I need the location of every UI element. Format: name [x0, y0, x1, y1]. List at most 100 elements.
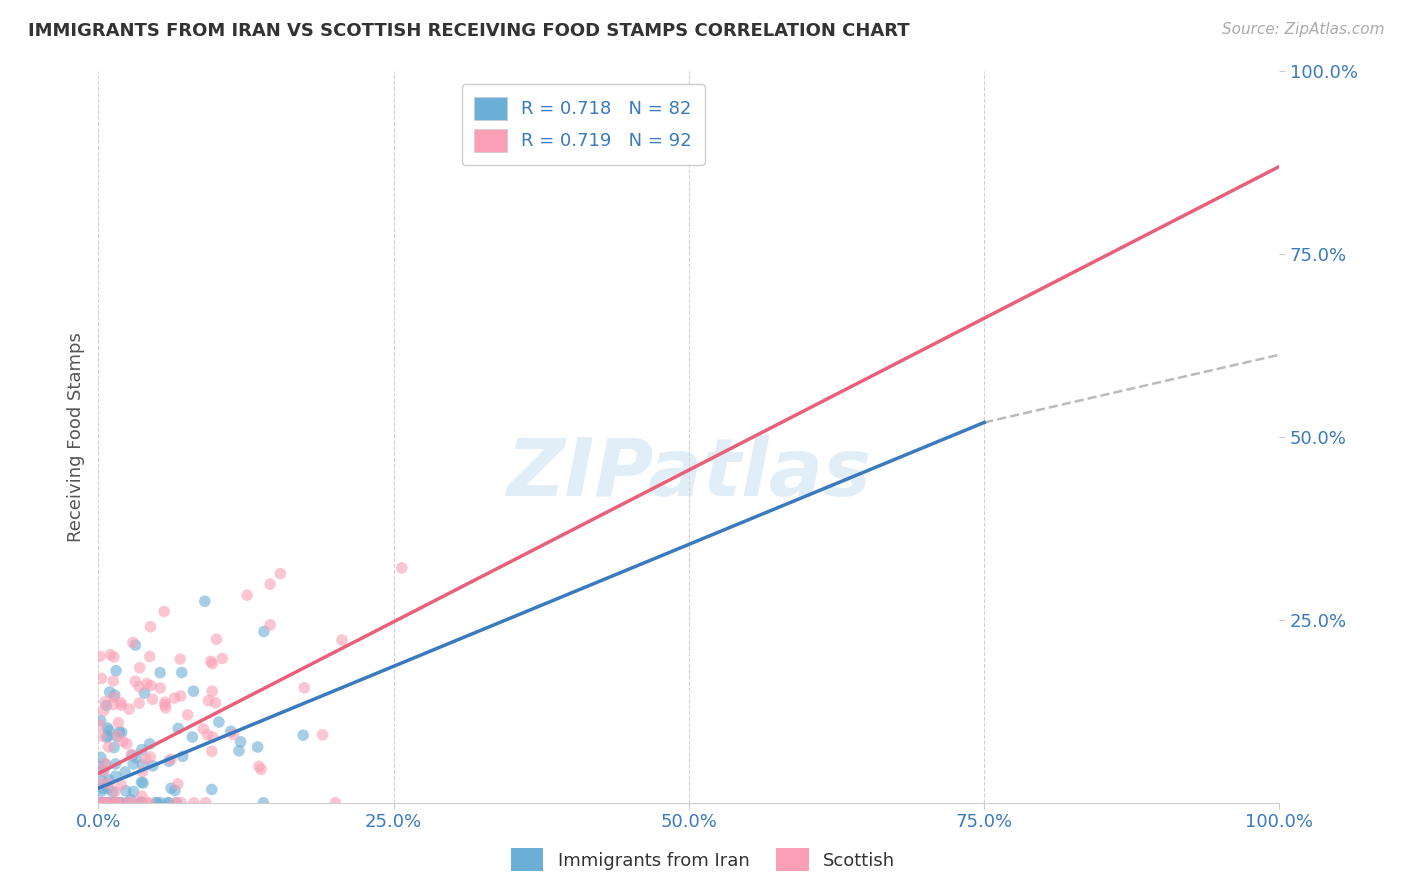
Point [201, 684, 224, 698]
Point [167, 722, 190, 736]
Point [93, 796, 115, 810]
Point [97, 729, 120, 743]
Point [145, 796, 167, 810]
Point [122, 784, 145, 798]
Point [89, 759, 111, 773]
Point [90, 796, 112, 810]
Point [292, 681, 315, 695]
Point [201, 782, 224, 797]
Point [104, 769, 127, 783]
Point [90, 672, 112, 686]
Point [142, 759, 165, 773]
Point [160, 781, 183, 796]
Point [201, 730, 224, 744]
Point [269, 566, 291, 581]
Point [149, 681, 172, 695]
Legend: R = 0.718   N = 82, R = 0.719   N = 92: R = 0.718 N = 82, R = 0.719 N = 92 [461, 84, 704, 165]
Point [89, 796, 111, 810]
Point [97, 723, 120, 738]
Point [114, 784, 136, 798]
Point [129, 795, 152, 809]
Point [183, 796, 205, 810]
Text: Source: ZipAtlas.com: Source: ZipAtlas.com [1222, 22, 1385, 37]
Point [391, 561, 413, 575]
Text: IMMIGRANTS FROM IRAN VS SCOTTISH RECEIVING FOOD STAMPS CORRELATION CHART: IMMIGRANTS FROM IRAN VS SCOTTISH RECEIVI… [28, 22, 910, 40]
Point [222, 727, 245, 741]
Point [90, 750, 112, 764]
Point [98, 648, 121, 662]
Point [129, 796, 152, 810]
Point [114, 765, 136, 780]
Point [139, 750, 162, 764]
Point [118, 702, 141, 716]
Point [194, 594, 217, 608]
Point [108, 725, 131, 739]
Point [135, 752, 157, 766]
Point [111, 725, 134, 739]
Point [104, 796, 127, 810]
Point [110, 778, 132, 792]
Point [172, 749, 194, 764]
Text: ZIPatlas: ZIPatlas [506, 434, 872, 513]
Point [157, 796, 180, 810]
Point [228, 744, 250, 758]
Point [132, 776, 155, 790]
Point [138, 796, 160, 810]
Point [97, 796, 120, 810]
Point [197, 694, 219, 708]
Point [110, 696, 132, 710]
Point [90, 714, 112, 728]
Point [98, 685, 121, 699]
Point [93, 764, 115, 778]
Point [96, 731, 118, 745]
Point [94, 756, 117, 771]
Point [153, 695, 176, 709]
Point [200, 654, 222, 668]
Point [101, 785, 124, 799]
Point [89, 796, 111, 810]
Point [96, 721, 118, 735]
Point [103, 650, 125, 665]
Point [103, 698, 125, 712]
Point [170, 796, 193, 810]
Point [153, 698, 176, 712]
Point [229, 735, 252, 749]
Point [131, 789, 153, 804]
Point [110, 796, 132, 810]
Point [166, 777, 188, 791]
Point [121, 748, 143, 763]
Point [105, 664, 128, 678]
Point [111, 734, 134, 748]
Point [292, 728, 315, 742]
Point [181, 730, 204, 744]
Point [128, 696, 150, 710]
Point [104, 785, 127, 799]
Point [115, 796, 138, 810]
Point [250, 762, 273, 776]
Point [91, 796, 114, 810]
Point [145, 796, 167, 810]
Point [93, 704, 115, 718]
Point [193, 722, 215, 736]
Point [160, 752, 183, 766]
Point [94, 796, 117, 810]
Point [120, 793, 142, 807]
Point [97, 739, 120, 754]
Point [121, 796, 143, 810]
Point [311, 728, 333, 742]
Point [208, 714, 231, 729]
Point [91, 781, 114, 796]
Point [183, 684, 205, 698]
Point [166, 796, 188, 810]
Point [110, 698, 132, 713]
Point [211, 651, 233, 665]
Point [89, 796, 111, 810]
Point [89, 649, 111, 664]
Point [170, 665, 193, 680]
Point [124, 674, 146, 689]
Point [131, 742, 153, 756]
Point [169, 652, 191, 666]
Point [131, 764, 153, 779]
Point [197, 728, 219, 742]
Point [91, 764, 114, 778]
